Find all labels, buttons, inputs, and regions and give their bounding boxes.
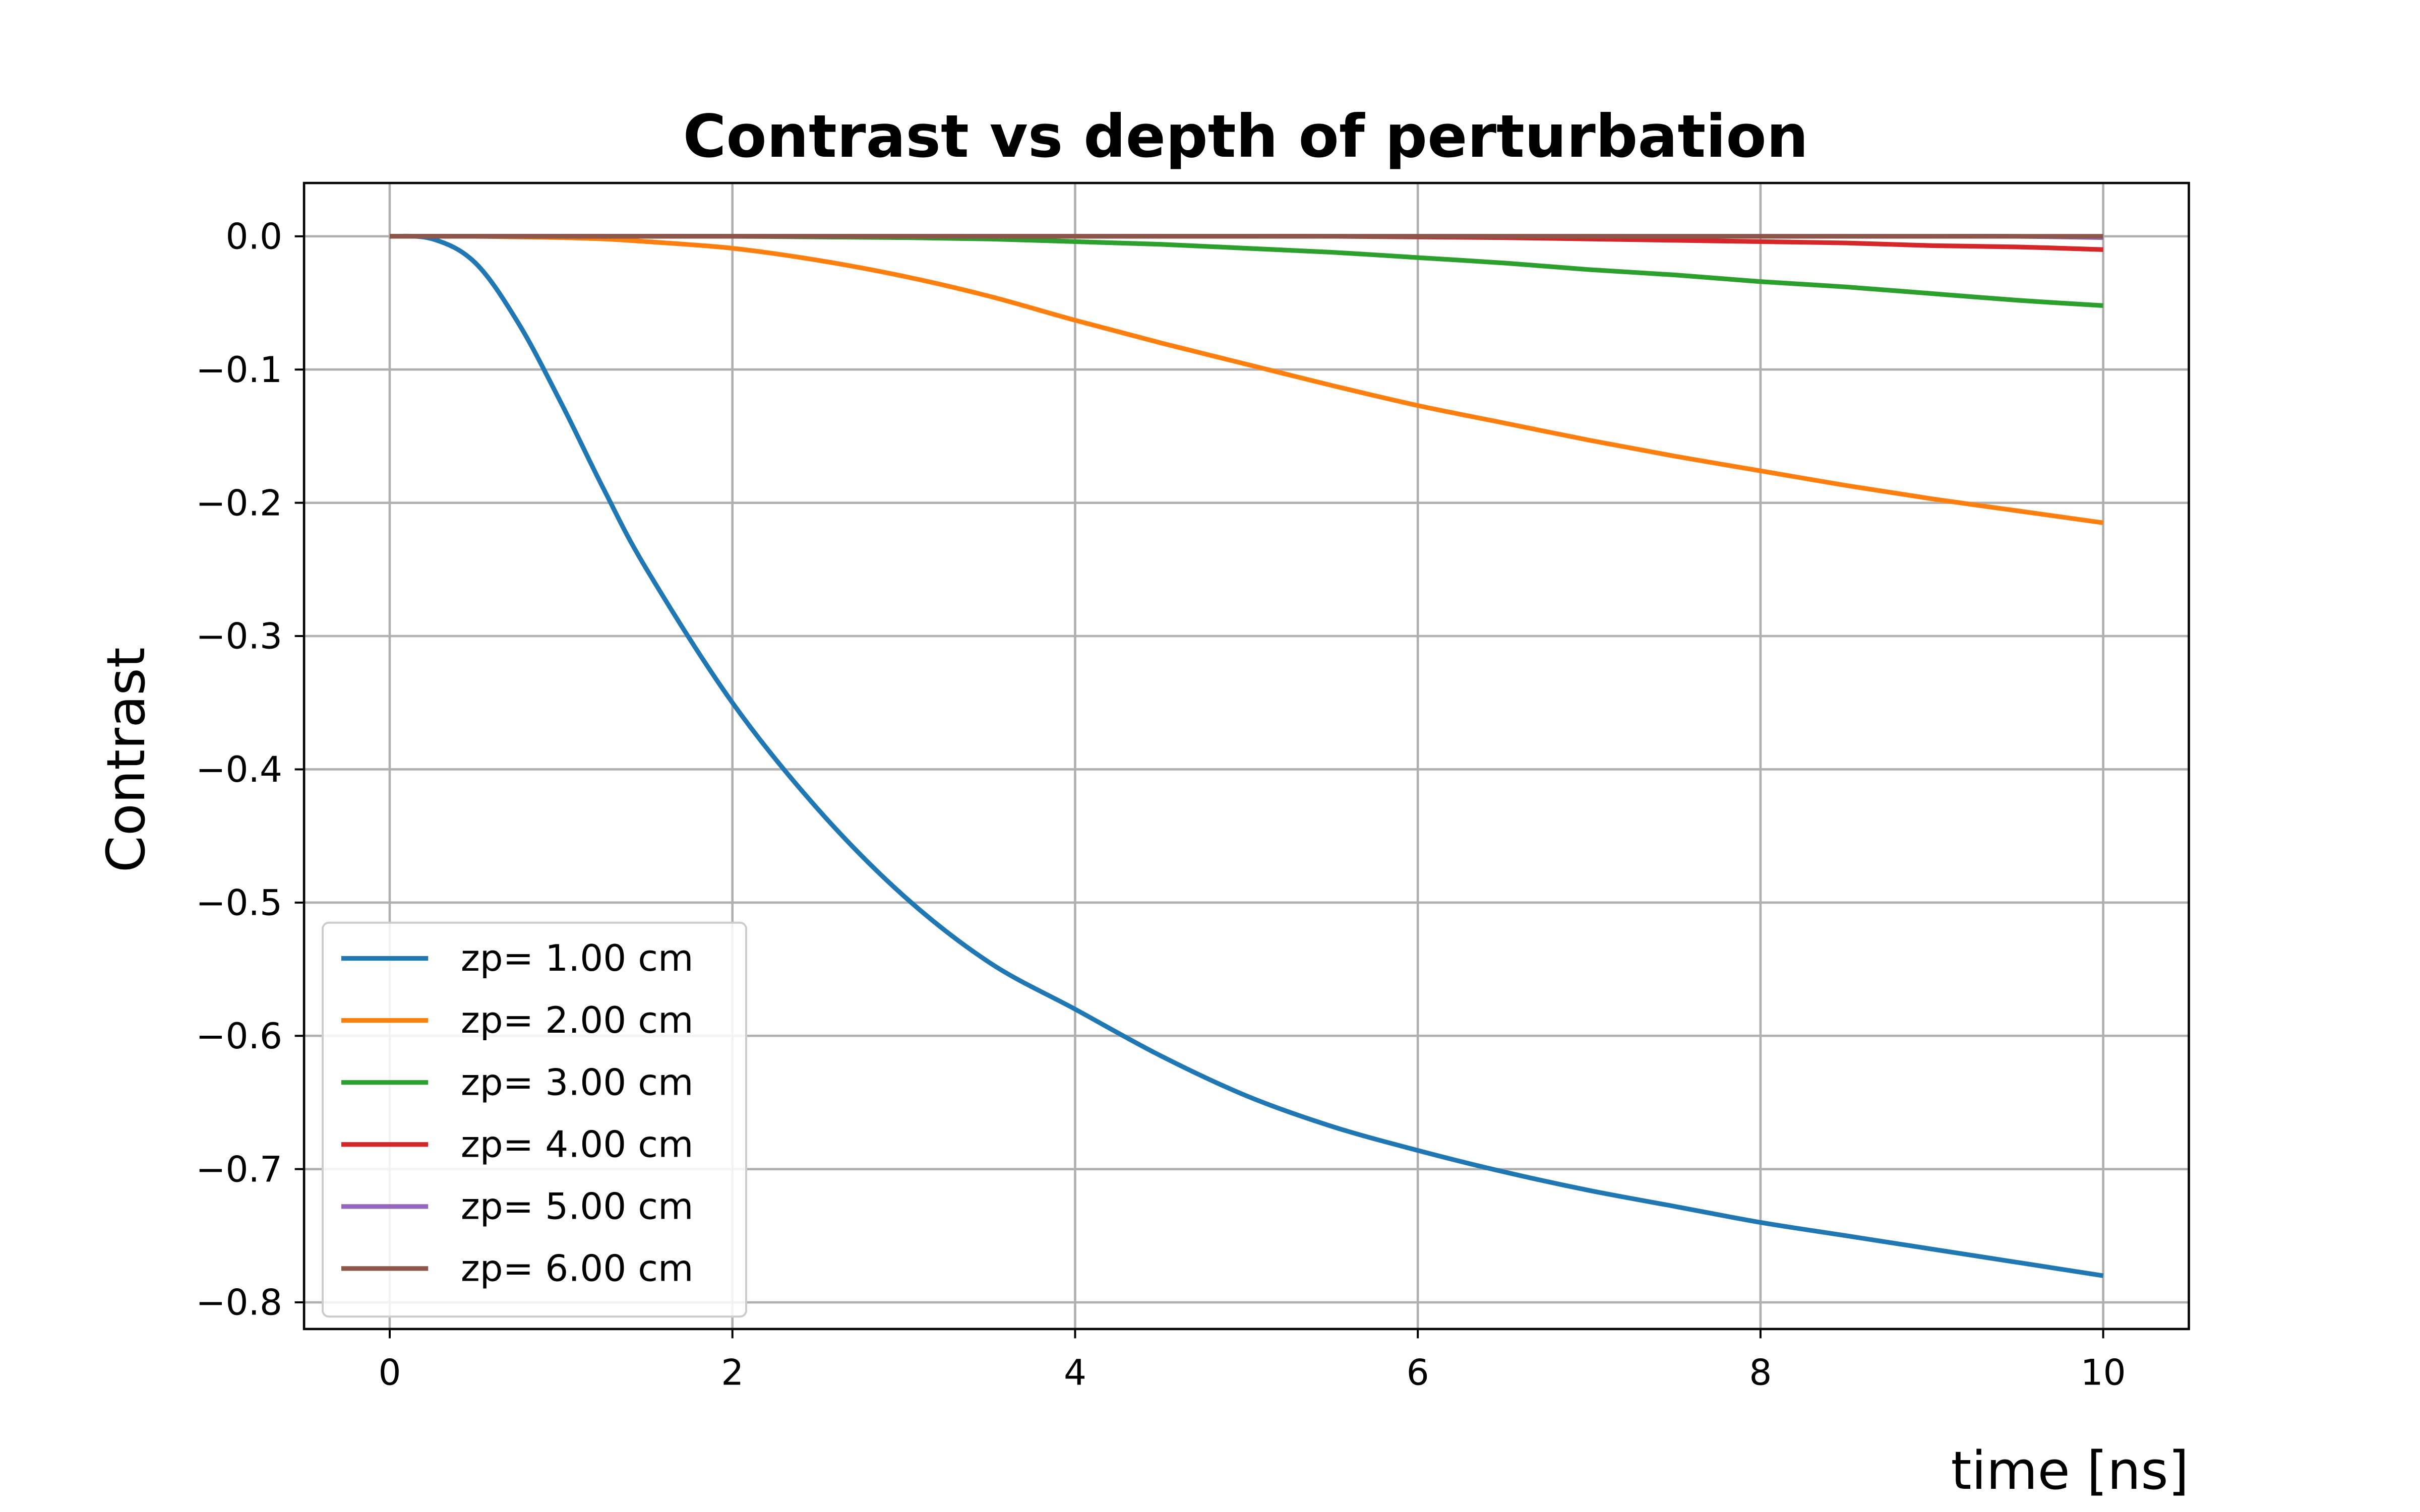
series-line-2 [390, 234, 2104, 525]
y-tick-label: −0.6 [196, 1015, 282, 1057]
y-axis-label: Contrast [95, 647, 157, 872]
gridlines [304, 183, 2189, 1329]
series-lines [389, 233, 2104, 1278]
series-line-1 [389, 233, 2104, 1278]
y-tick-label: −0.1 [196, 349, 282, 391]
y-tick-label: −0.5 [196, 881, 282, 923]
chart-title: Contrast vs depth of perturbation [683, 102, 1808, 171]
y-tick-label: −0.8 [196, 1282, 282, 1324]
x-tick-label: 4 [1064, 1352, 1086, 1394]
legend-label: zp= 4.00 cm [461, 1123, 694, 1166]
legend-label: zp= 1.00 cm [461, 937, 694, 980]
axis-ticks: 0 2 4 6 8 10 0.0 −0.1 −0.2 −0.3 −0.4 −0.5 −0.6 −0.7 −0… [196, 215, 2126, 1393]
y-tick-label: 0.0 [225, 215, 282, 257]
y-tick-label: −0.7 [196, 1148, 282, 1190]
x-tick-label: 10 [2081, 1352, 2126, 1394]
plot-frame [302, 181, 2190, 1331]
legend-label: zp= 2.00 cm [461, 999, 694, 1042]
y-tick-label: −0.3 [196, 615, 282, 657]
x-axis-label: time [ns] [1951, 1440, 2189, 1501]
legend-label: zp= 5.00 cm [461, 1185, 694, 1228]
y-tick-label: −0.2 [196, 482, 282, 524]
x-tick-label: 6 [1407, 1352, 1429, 1394]
x-tick-label: 2 [721, 1352, 744, 1394]
legend-label: zp= 6.00 cm [461, 1248, 694, 1290]
legend-label: zp= 3.00 cm [461, 1061, 694, 1104]
y-tick-label: −0.4 [196, 748, 282, 790]
x-tick-label: 0 [378, 1352, 401, 1394]
legend-box [322, 921, 747, 1318]
x-tick-label: 8 [1749, 1352, 1772, 1394]
legend: zp= 1.00 cm zp= 2.00 cm zp= 3.00 cm zp= 4.0… [322, 921, 747, 1318]
